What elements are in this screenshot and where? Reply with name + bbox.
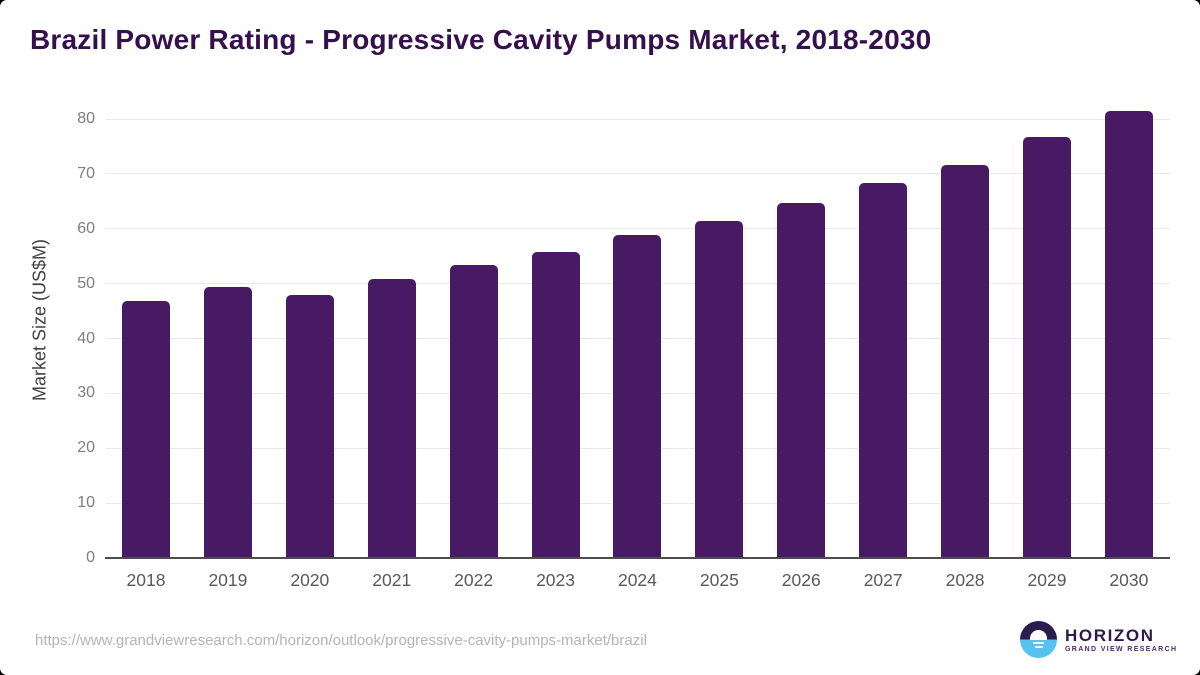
bar-2027 xyxy=(859,182,908,558)
bar-2030 xyxy=(1104,111,1153,558)
x-tick-label: 2025 xyxy=(699,570,739,590)
y-tick-label: 60 xyxy=(77,219,95,237)
bar-2020 xyxy=(285,294,334,558)
bar-2021 xyxy=(367,279,416,558)
bar-2023 xyxy=(531,251,580,558)
x-tick-label: 2028 xyxy=(945,570,985,590)
sun-reflection-line xyxy=(1034,645,1043,649)
gridline xyxy=(105,118,1170,120)
sun-dome-shape xyxy=(1030,630,1047,640)
logo-subtitle: GRAND VIEW RESEARCH xyxy=(1065,645,1178,653)
x-tick-label: 2027 xyxy=(863,570,903,590)
logo-title: HORIZON xyxy=(1065,625,1155,645)
y-tick-label: 40 xyxy=(77,329,95,347)
y-tick-label: 10 xyxy=(77,494,95,512)
bar-2019 xyxy=(203,286,252,558)
x-tick-label: 2019 xyxy=(208,570,248,590)
y-tick-label: 0 xyxy=(86,549,95,566)
y-tick-label: 30 xyxy=(77,384,95,402)
y-tick-label: 70 xyxy=(77,164,95,182)
bar-2025 xyxy=(695,220,744,558)
x-tick-label: 2030 xyxy=(1109,570,1149,590)
plot-area xyxy=(105,111,1170,559)
chart-title: Brazil Power Rating - Progressive Cavity… xyxy=(30,24,932,55)
gridline xyxy=(105,228,1170,230)
x-tick-label: 2021 xyxy=(372,570,412,590)
logo-text: HORIZON GRAND VIEW RESEARCH xyxy=(1065,627,1177,653)
source-url: https://www.grandviewresearch.com/horizo… xyxy=(35,632,647,649)
bar-2022 xyxy=(449,264,498,558)
bar-2026 xyxy=(777,202,826,558)
gridline xyxy=(105,173,1170,175)
bar-2029 xyxy=(1022,137,1071,558)
bar-series xyxy=(105,111,1170,558)
x-tick-label: 2020 xyxy=(290,570,330,590)
horizon-sun-icon xyxy=(1020,621,1057,658)
x-tick-label: 2024 xyxy=(617,570,657,590)
bar-2024 xyxy=(613,234,662,558)
y-tick-label: 50 xyxy=(77,274,95,292)
x-tick-label: 2022 xyxy=(454,570,494,590)
horizon-logo: HORIZON GRAND VIEW RESEARCH xyxy=(1020,621,1177,658)
bar-2018 xyxy=(122,300,170,558)
x-axis-tick-labels: 2018 2019 2020 2021 2022 2023 2024 2025 2026 2027… xyxy=(105,570,1170,591)
y-tick-label: 80 xyxy=(77,110,95,127)
x-axis-line xyxy=(105,557,1170,559)
x-tick-label: 2018 xyxy=(126,570,166,590)
x-tick-label: 2026 xyxy=(781,570,821,590)
bar-2028 xyxy=(941,164,990,558)
x-tick-label: 2029 xyxy=(1027,570,1067,590)
y-tick-label: 20 xyxy=(77,439,95,457)
sun-reflection-line xyxy=(1033,641,1044,645)
x-tick-label: 2023 xyxy=(536,570,575,590)
y-axis-tick-labels: 0 10 20 30 40 50 60 70 80 xyxy=(0,0,95,675)
